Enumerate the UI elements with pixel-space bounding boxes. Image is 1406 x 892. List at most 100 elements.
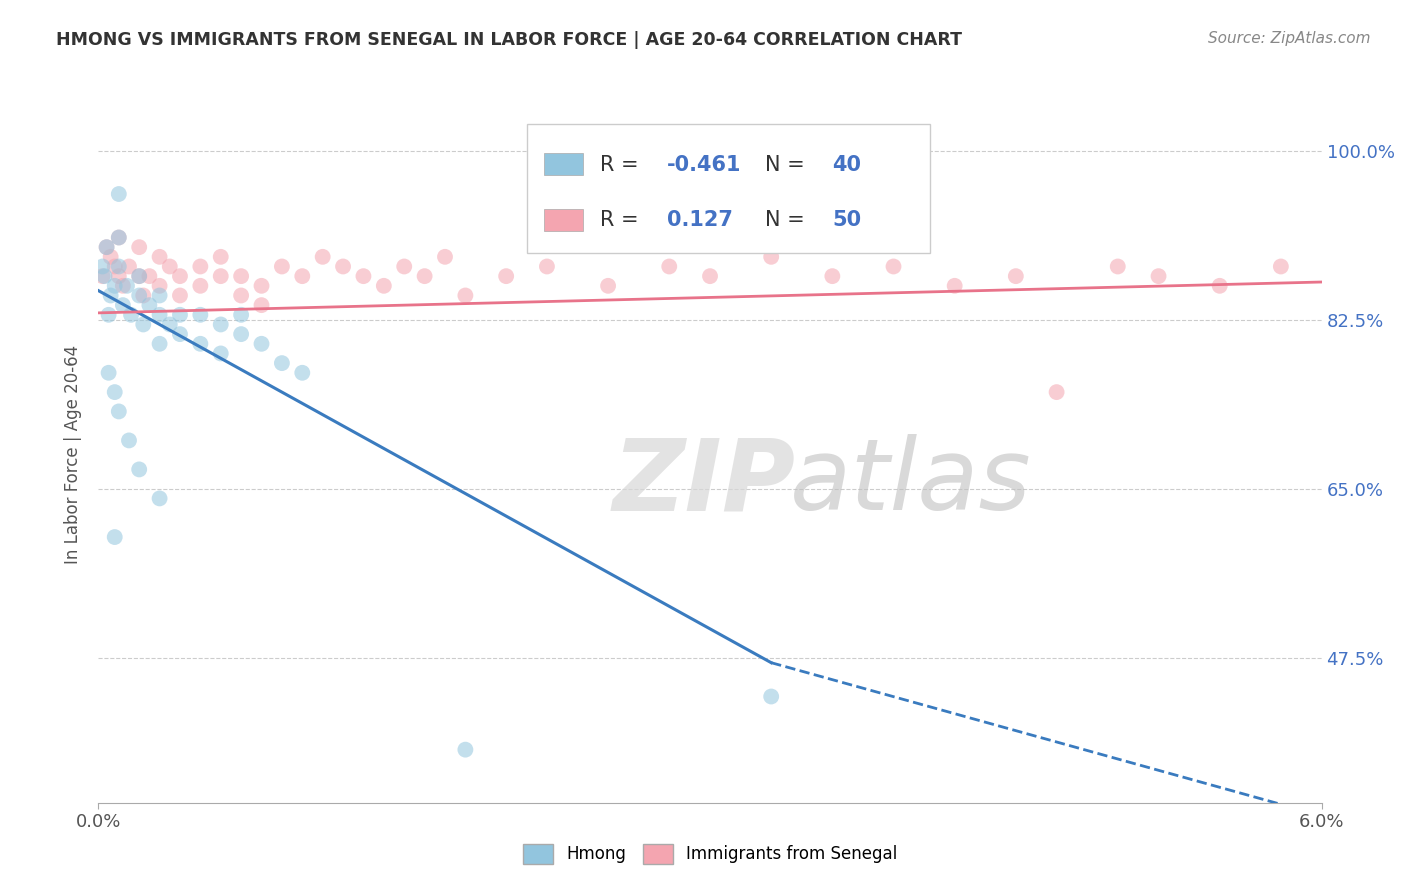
Point [332,260,354,274]
Point [1270,260,1292,274]
FancyBboxPatch shape [544,209,583,231]
Point [188,336,212,351]
Point [209,269,232,284]
Text: R =: R = [600,211,645,230]
Point [118,260,141,274]
Point [209,250,232,264]
Point [149,336,172,351]
Point [100,250,122,264]
Point [132,318,155,332]
Point [96,240,118,254]
Point [120,308,142,322]
Point [118,434,141,448]
Point [658,260,681,274]
Point [108,230,131,244]
Text: Source: ZipAtlas.com: Source: ZipAtlas.com [1208,31,1371,46]
Point [495,269,517,284]
Point [231,288,253,302]
Point [821,269,844,284]
Point [169,288,191,302]
Point [188,278,212,293]
Point [91,260,114,274]
Text: 40: 40 [832,155,862,175]
Point [433,250,456,264]
Point [100,288,122,302]
Point [1208,278,1232,293]
Point [128,269,150,284]
Text: 50: 50 [832,211,862,230]
Point [149,491,172,506]
Point [311,250,335,264]
Point [115,278,138,293]
Point [883,260,905,274]
Point [536,260,558,274]
Text: 0.127: 0.127 [668,211,733,230]
Point [111,278,134,293]
Point [454,742,477,756]
Point [1147,269,1170,284]
Point [291,366,314,380]
Point [138,269,160,284]
Point [598,278,620,293]
Point [128,240,150,254]
Point [128,288,150,302]
Point [169,327,191,342]
Point [104,278,127,293]
Point [97,308,120,322]
Point [1045,385,1069,400]
FancyBboxPatch shape [526,125,931,253]
Point [108,404,131,418]
Point [270,356,292,370]
Point [270,260,292,274]
Point [373,278,395,293]
Point [188,308,212,322]
Text: atlas: atlas [790,434,1031,532]
Point [108,269,131,284]
Point [108,260,131,274]
Point [231,327,253,342]
Text: ZIP: ZIP [612,434,796,532]
Point [209,346,232,360]
Point [392,260,416,274]
Point [111,298,134,312]
Point [761,690,783,704]
Point [91,269,114,284]
Point [104,260,127,274]
Point [169,308,191,322]
Point [96,240,118,254]
Point [1107,260,1129,274]
Point [128,269,150,284]
Point [250,298,273,312]
Point [108,187,131,202]
Point [413,269,436,284]
Point [128,462,150,476]
Point [231,269,253,284]
Text: R =: R = [600,155,645,175]
FancyBboxPatch shape [544,153,583,175]
Point [104,530,127,544]
Point [352,269,374,284]
Point [149,288,172,302]
Point [943,278,966,293]
Point [209,318,232,332]
Text: HMONG VS IMMIGRANTS FROM SENEGAL IN LABOR FORCE | AGE 20-64 CORRELATION CHART: HMONG VS IMMIGRANTS FROM SENEGAL IN LABO… [56,31,962,49]
Point [132,288,155,302]
Text: -0.461: -0.461 [668,155,742,175]
Point [104,385,127,400]
Y-axis label: In Labor Force | Age 20-64: In Labor Force | Age 20-64 [65,345,83,565]
Point [159,260,181,274]
Point [1004,269,1026,284]
Point [149,250,172,264]
Point [93,269,115,284]
Point [138,298,160,312]
Point [159,318,181,332]
Text: N =: N = [765,211,811,230]
Point [250,278,273,293]
Point [188,260,212,274]
Point [291,269,314,284]
Point [231,308,253,322]
Point [108,230,131,244]
Point [149,308,172,322]
Point [699,269,721,284]
Text: N =: N = [765,155,811,175]
